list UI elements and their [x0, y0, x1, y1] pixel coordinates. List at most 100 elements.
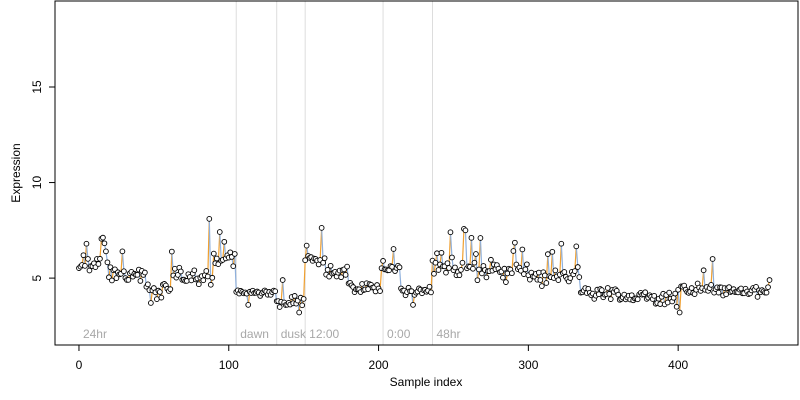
series-segment [560, 243, 564, 274]
data-point [104, 259, 111, 266]
data-point [230, 263, 237, 270]
region-label: dusk [281, 327, 307, 341]
data-points [76, 216, 773, 316]
data-point [766, 277, 773, 283]
data-point [673, 303, 680, 310]
region-label: 12:00 [309, 327, 339, 341]
data-point [279, 277, 286, 283]
data-point [101, 240, 108, 247]
data-point [538, 283, 545, 289]
data-point [338, 274, 344, 281]
data-point [245, 302, 252, 308]
data-point [435, 267, 442, 273]
data-point [666, 289, 673, 296]
data-point [444, 260, 451, 267]
data-point [509, 270, 515, 277]
data-point [672, 290, 679, 297]
x-tick-label: 200 [369, 358, 389, 372]
series-segment [171, 251, 174, 276]
series-segment [464, 230, 468, 269]
data-point [754, 294, 761, 300]
data-point [571, 268, 578, 274]
series-segment [219, 231, 222, 261]
data-point [327, 262, 334, 269]
data-point [171, 265, 178, 272]
series-segment [121, 251, 125, 272]
data-point [552, 267, 559, 274]
data-point [503, 279, 509, 285]
data-point [606, 291, 613, 297]
data-point [438, 249, 445, 256]
data-point [142, 269, 148, 276]
data-point [207, 281, 214, 288]
data-point [188, 277, 195, 284]
data-point [428, 289, 434, 296]
data-point [318, 225, 325, 231]
y-tick-label: 15 [30, 80, 44, 94]
x-tick-label: 100 [219, 358, 239, 372]
data-point [113, 275, 120, 281]
data-point [103, 248, 109, 255]
data-point [476, 266, 482, 273]
data-point [109, 277, 115, 284]
series-segment [551, 251, 555, 279]
data-point [574, 264, 581, 270]
data-point [320, 259, 326, 266]
plot-frame [54, 0, 799, 346]
series-segment [234, 253, 237, 292]
data-point [524, 261, 530, 268]
data-point [344, 263, 350, 270]
data-point [598, 287, 605, 293]
series-segment [547, 254, 550, 277]
data-point [474, 277, 481, 284]
data-point [203, 268, 210, 274]
data-point [303, 242, 310, 249]
data-point [549, 248, 556, 255]
data-point [434, 250, 440, 257]
data-point [488, 256, 494, 263]
data-point [567, 275, 574, 281]
data-point [231, 251, 238, 257]
data-point [483, 274, 490, 281]
data-point [291, 293, 298, 299]
series-segment [475, 253, 479, 281]
data-point [300, 296, 307, 302]
data-point [119, 248, 126, 255]
data-point [167, 286, 174, 293]
data-point [324, 266, 331, 273]
data-point [676, 309, 683, 316]
data-point [137, 278, 144, 284]
series-segment [211, 253, 215, 278]
data-point [471, 259, 478, 266]
series-segment [169, 251, 173, 290]
data-point [765, 284, 771, 291]
y-axis: 5 10 15 [30, 80, 55, 281]
data-point [512, 239, 518, 246]
x-tick-label: 300 [518, 358, 538, 372]
data-point [200, 277, 207, 284]
y-tick-label: 5 [30, 274, 44, 281]
data-point [209, 274, 216, 281]
data-point [177, 268, 184, 275]
x-axis-title: Sample index [390, 375, 463, 389]
data-point [426, 283, 433, 290]
data-point [216, 229, 223, 235]
data-point [473, 251, 479, 257]
series-segment [461, 228, 465, 263]
data-point [519, 246, 526, 253]
data-point [272, 288, 279, 295]
data-point [396, 264, 403, 271]
data-point [458, 267, 464, 273]
data-point [431, 270, 437, 277]
data-point [462, 227, 469, 234]
data-point [452, 264, 458, 271]
x-tick-label: 0 [76, 358, 83, 372]
data-point [299, 302, 306, 309]
data-point [148, 300, 154, 306]
data-point [321, 255, 328, 262]
region-label: 48hr [436, 327, 460, 341]
series-segment [575, 246, 579, 268]
data-point [522, 266, 529, 273]
series-segment [679, 286, 682, 313]
